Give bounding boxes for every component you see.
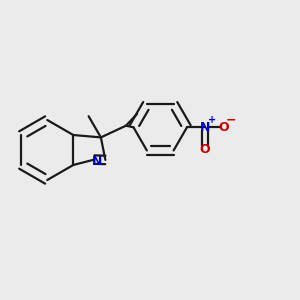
Text: N: N	[200, 121, 210, 134]
Text: −: −	[226, 114, 236, 127]
Text: +: +	[208, 115, 216, 125]
Text: O: O	[218, 121, 229, 134]
Text: O: O	[200, 143, 210, 156]
Text: N: N	[92, 155, 102, 168]
